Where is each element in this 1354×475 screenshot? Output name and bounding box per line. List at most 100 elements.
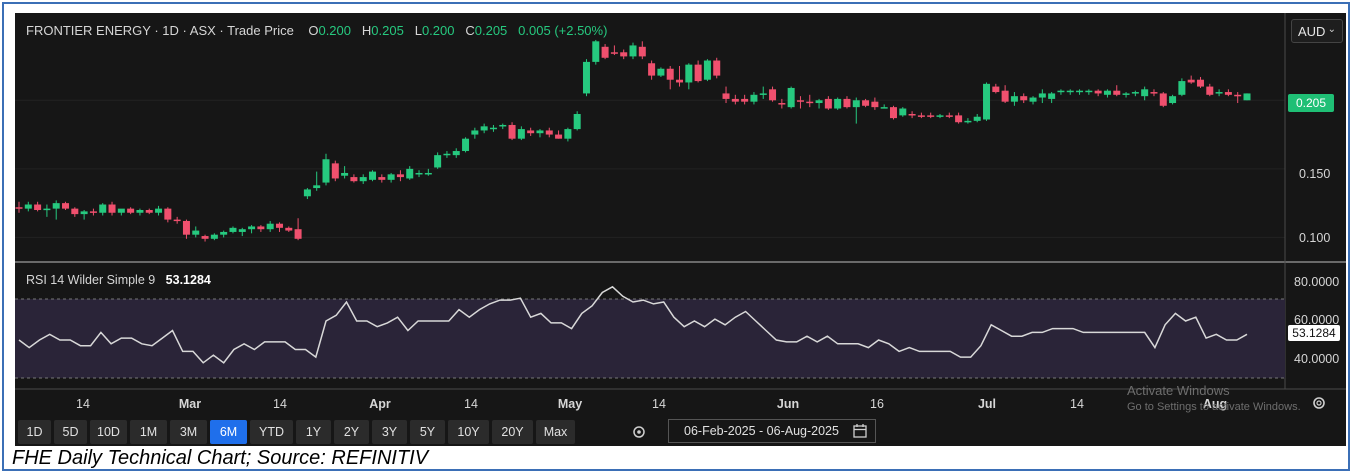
candle-body <box>359 177 367 182</box>
candle-body <box>517 129 525 139</box>
x-axis-label: Jul <box>977 397 997 411</box>
candle-body <box>108 204 116 213</box>
range-button-1y[interactable]: 1Y <box>296 420 331 444</box>
candle-body <box>229 227 237 232</box>
range-button-2y[interactable]: 2Y <box>334 420 369 444</box>
candle-body <box>703 60 711 80</box>
candle-body <box>555 134 563 139</box>
range-button-3y[interactable]: 3Y <box>372 420 407 444</box>
range-button-max[interactable]: Max <box>536 420 575 444</box>
range-button-1m[interactable]: 1M <box>130 420 167 444</box>
range-button-5d[interactable]: 5D <box>54 420 87 444</box>
price-tick-0150: 0.150 <box>1299 167 1331 181</box>
candle-body <box>1001 90 1009 102</box>
candle-body <box>145 210 153 213</box>
candle-body <box>955 115 963 123</box>
high-label: H <box>361 23 372 38</box>
range-button-1d[interactable]: 1D <box>18 420 51 444</box>
candle-body <box>1178 81 1186 95</box>
open-value: 0.200 <box>318 23 352 38</box>
candle-body <box>769 89 777 101</box>
x-axis-label: 14 <box>464 397 478 411</box>
candle-body <box>527 130 535 134</box>
candle-body <box>266 223 274 230</box>
close-value: 0.205 <box>474 23 508 38</box>
candle-body <box>582 61 590 94</box>
candle-body <box>1113 90 1121 95</box>
range-button-20y[interactable]: 20Y <box>492 420 533 444</box>
candle-body <box>564 129 572 139</box>
candle-body <box>378 177 386 180</box>
candle-body <box>1150 92 1158 94</box>
candle-body <box>796 100 804 102</box>
candle-body <box>1010 96 1018 102</box>
candle-body <box>387 174 395 180</box>
rsi-tick-40: 40.0000 <box>1294 352 1340 366</box>
candle-body <box>1020 96 1028 101</box>
candle-body <box>406 168 414 179</box>
candle-body <box>248 226 256 230</box>
candle-body <box>303 189 311 197</box>
candle-body <box>294 229 302 239</box>
settings-gear-icon[interactable] <box>1313 397 1325 409</box>
candle-body <box>34 204 42 210</box>
price-tick-0100: 0.100 <box>1299 231 1331 245</box>
candle-body <box>824 98 832 109</box>
candle-body <box>992 86 1000 93</box>
candle-body <box>24 204 32 209</box>
chart-area: FRONTIER ENERGY · 1D · ASX · Trade Price… <box>15 13 1346 446</box>
candle-body <box>871 101 879 108</box>
currency-select[interactable]: AUD ⌄ <box>1291 19 1343 43</box>
range-button-5y[interactable]: 5Y <box>410 420 445 444</box>
candle-body <box>862 100 870 106</box>
rsi-tick-80: 80.0000 <box>1294 275 1340 289</box>
candle-body <box>443 153 451 156</box>
candle-body <box>1048 93 1056 99</box>
candle-body <box>257 226 265 230</box>
rsi-line <box>18 285 1248 364</box>
candle-body <box>350 177 358 182</box>
candle-body <box>499 124 507 127</box>
x-axis-label: 14 <box>1070 397 1084 411</box>
candle-body <box>676 79 684 83</box>
candle-body <box>908 114 916 116</box>
x-axis-label: 14 <box>273 397 287 411</box>
figure-caption: FHE Daily Technical Chart; Source: REFIN… <box>12 447 429 469</box>
date-range-picker[interactable]: 06-Feb-2025 - 06-Aug-2025 <box>668 419 876 443</box>
range-button-10y[interactable]: 10Y <box>448 420 489 444</box>
candle-body <box>1243 93 1251 101</box>
chart-header: FRONTIER ENERGY · 1D · ASX · Trade Price… <box>26 23 608 38</box>
candle-body <box>1224 92 1232 95</box>
candle-body <box>1141 89 1149 97</box>
candle-body <box>1029 97 1037 102</box>
candle-body <box>713 60 721 76</box>
candle-body <box>471 130 479 135</box>
range-button-ytd[interactable]: YTD <box>250 420 293 444</box>
candle-body <box>164 208 172 220</box>
candle-body <box>787 87 795 108</box>
candle-body <box>694 64 702 82</box>
candle-body <box>1159 93 1167 106</box>
candle-body <box>620 52 628 57</box>
candle-body <box>899 108 907 116</box>
candle-body <box>15 207 23 209</box>
low-label: L <box>414 23 422 38</box>
close-label: C <box>465 23 475 38</box>
range-button-10d[interactable]: 10D <box>90 420 127 444</box>
candle-body <box>1057 90 1065 93</box>
range-settings-icon[interactable] <box>633 426 645 438</box>
candle-body <box>99 204 107 213</box>
candle-body <box>155 208 163 213</box>
rsi-last-tag: 53.1284 <box>1288 325 1340 341</box>
candle-body <box>536 130 544 134</box>
candle-body <box>927 115 935 117</box>
rsi-tick-60: 60.0000 <box>1294 313 1340 327</box>
calendar-icon <box>853 424 867 438</box>
range-button-6m[interactable]: 6M <box>210 420 247 444</box>
range-button-3m[interactable]: 3M <box>170 420 207 444</box>
interval-label: 1D <box>162 23 179 38</box>
x-axis-label: 16 <box>870 397 884 411</box>
candle-body <box>1085 90 1093 93</box>
x-axis-label: Mar <box>178 397 202 411</box>
